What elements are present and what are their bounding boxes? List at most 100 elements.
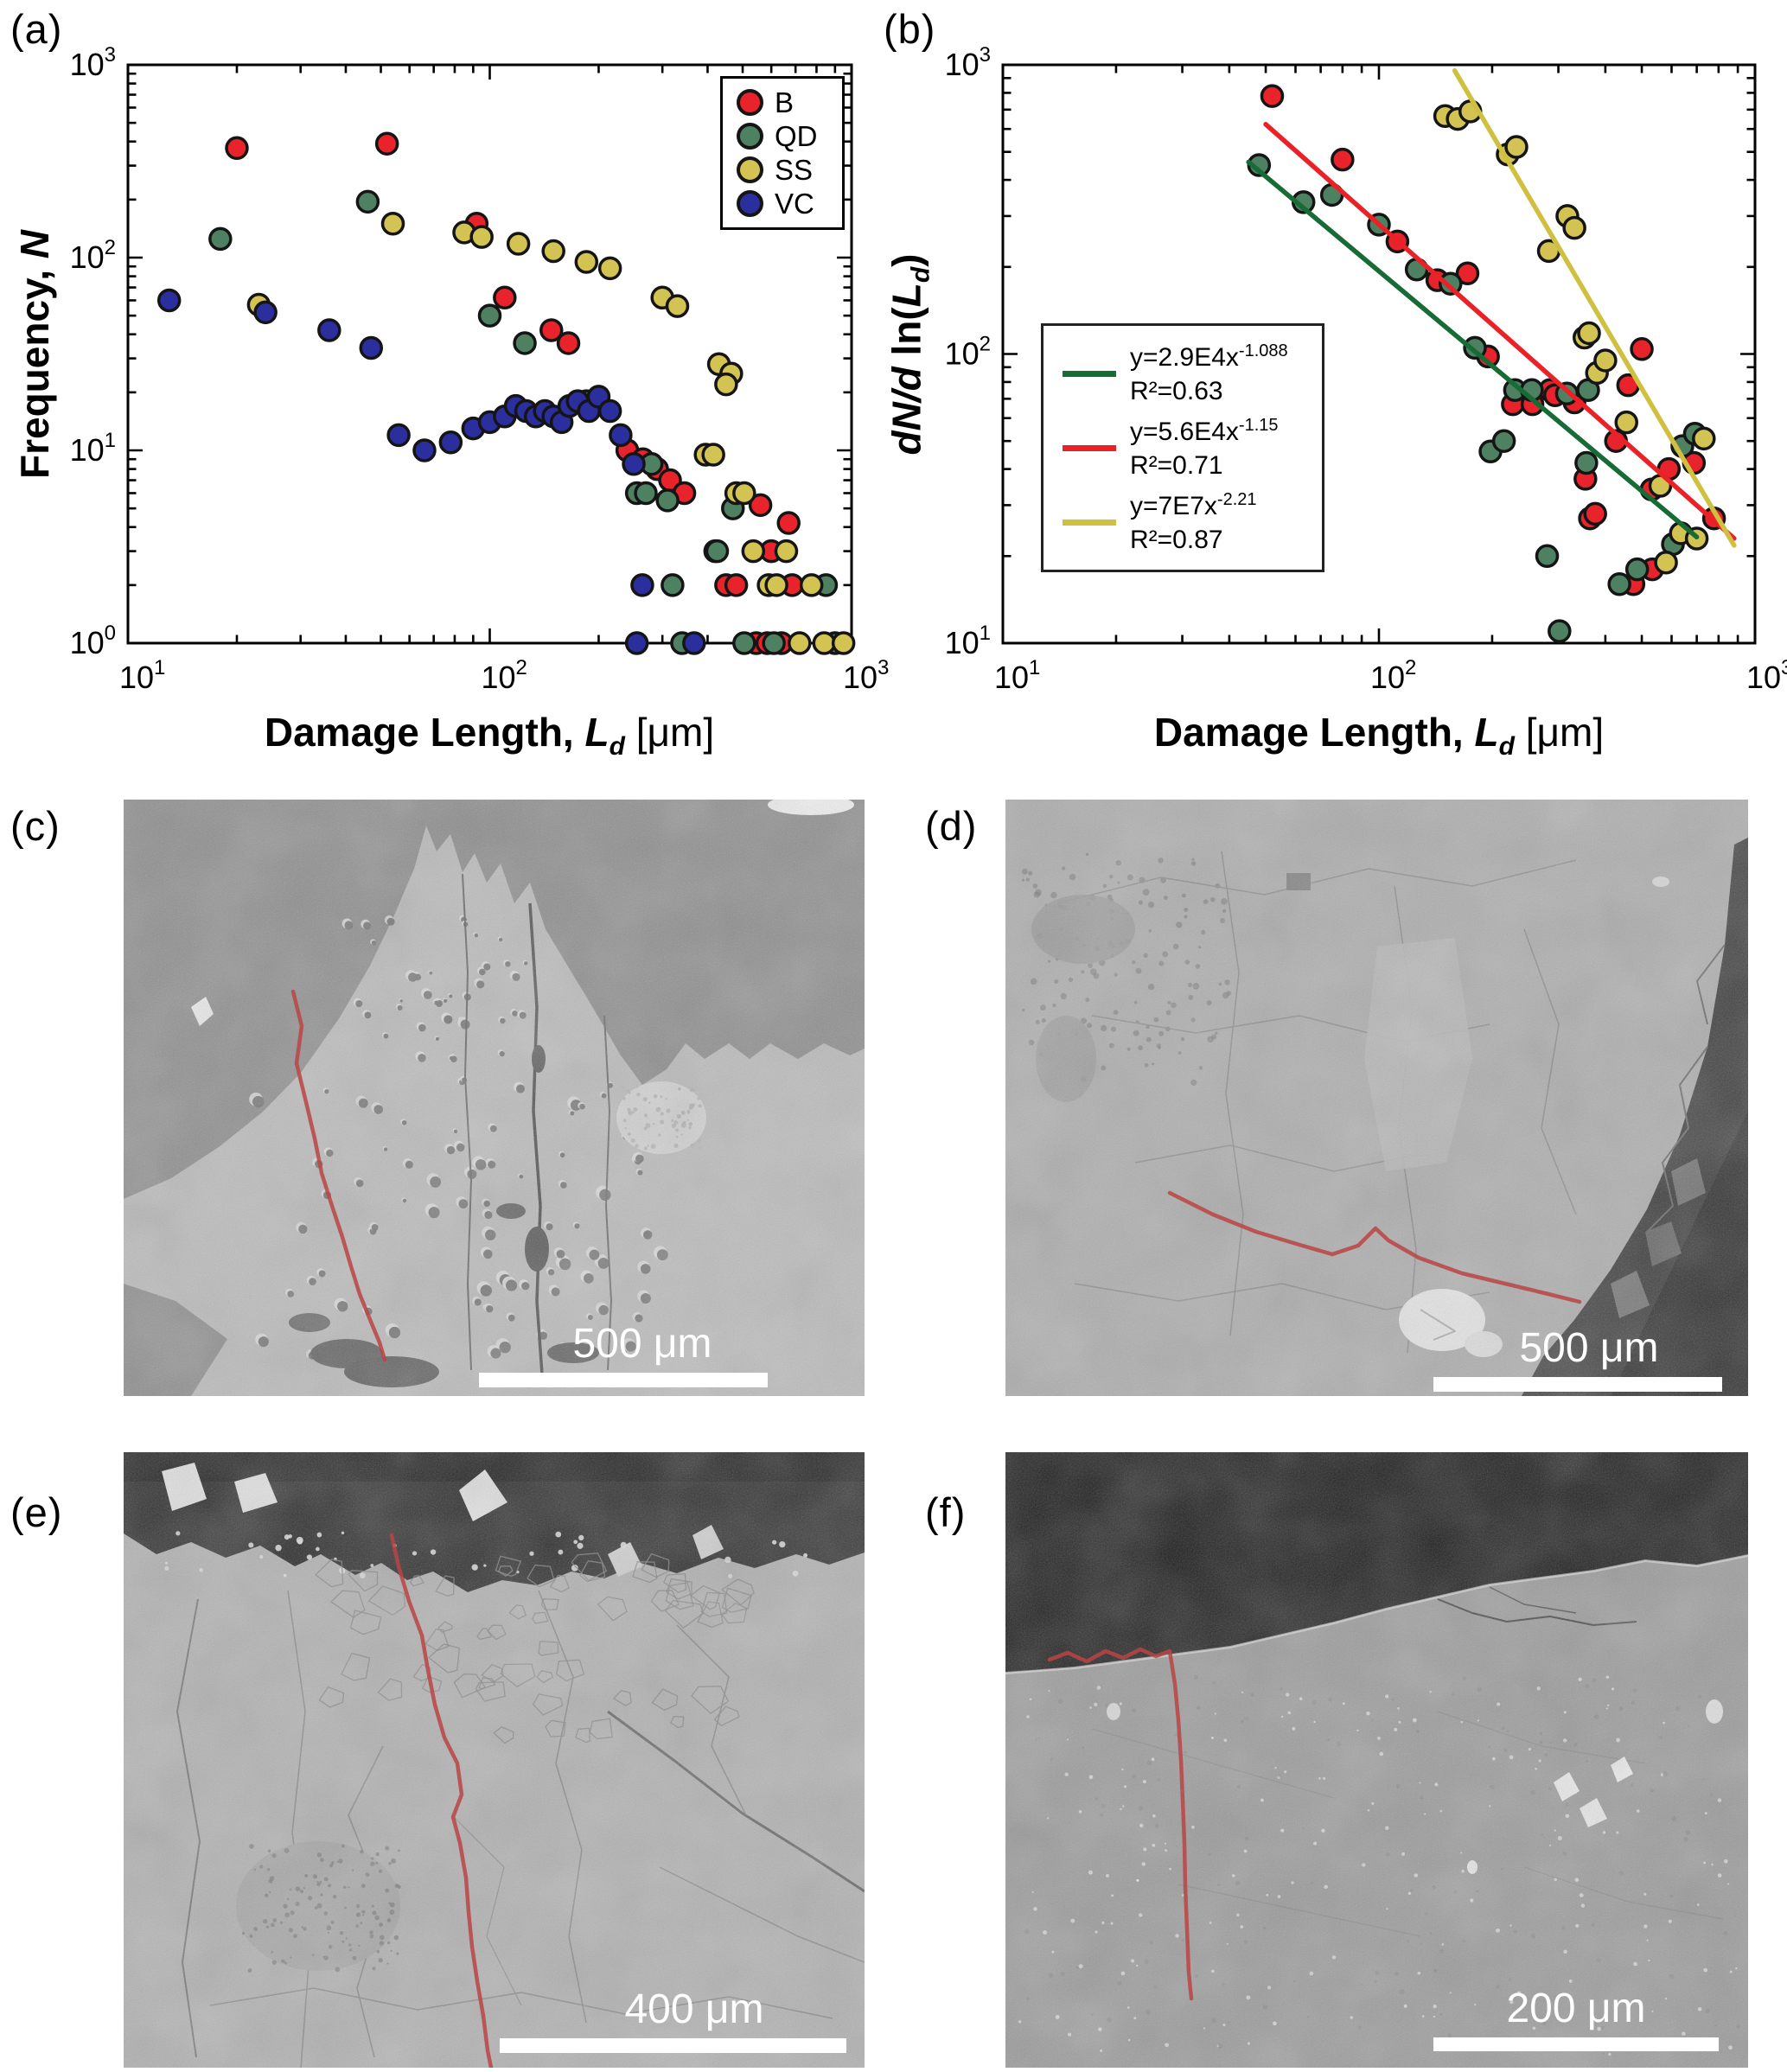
scatter-point — [506, 232, 531, 256]
scatter-point — [701, 443, 725, 467]
scatter-point — [355, 189, 380, 214]
highlighted-crack-trace — [1047, 1647, 1194, 2001]
legend-marker-SS — [737, 156, 763, 183]
scatter-point — [1455, 261, 1480, 286]
scatter-point — [1630, 337, 1654, 361]
scatter-point — [732, 481, 756, 506]
panel-label-b: (b) — [884, 6, 936, 52]
panel-label-a: (a) — [10, 6, 63, 52]
legend-label-SS: SS — [775, 153, 814, 186]
scatter-point — [412, 438, 437, 462]
x-tick-label: 102 — [482, 656, 527, 695]
x-tick-label: 101 — [119, 656, 165, 695]
sem-image-d — [1005, 800, 1748, 1396]
fit-line-swatch-yellow — [1063, 519, 1116, 526]
scatter-point — [1624, 557, 1650, 582]
scatter-point — [1574, 450, 1599, 475]
x-tick-label: 103 — [843, 656, 889, 695]
scatter-point — [156, 288, 182, 313]
scatter-point — [1491, 429, 1516, 453]
sem-noise — [124, 800, 865, 1396]
scatter-point — [493, 285, 517, 310]
highlighted-crack-trace — [290, 989, 387, 1362]
series-VC — [156, 288, 706, 655]
scatter-point — [634, 481, 658, 506]
scatter-point — [609, 423, 633, 448]
fit-line-line_red — [1263, 122, 1737, 541]
scatter-point — [208, 226, 233, 252]
legend-marker-QD — [737, 123, 763, 150]
y-axis-title-a: Frequency, N — [12, 229, 57, 480]
scatter-point — [624, 631, 649, 655]
series-SS — [246, 211, 856, 655]
legend-label-QD: QD — [775, 119, 818, 152]
x-axis-title-b: Damage Length, Ld [μm] — [1153, 710, 1605, 762]
x-tick-label: 103 — [1746, 656, 1787, 695]
sem-image-e — [124, 1452, 865, 2068]
scatter-point — [1577, 321, 1601, 346]
y-tick-label: 103 — [945, 43, 991, 82]
legend-b: y=2.9E4x-1.088 R²=0.63 y=5.6E4x-1.15 R²=… — [1041, 323, 1324, 572]
scatter-point — [1562, 215, 1586, 240]
y-tick-label: 101 — [70, 429, 116, 468]
sem-noise — [124, 1452, 865, 2068]
panel-label-e: (e) — [10, 1489, 63, 1535]
scale-bar-label-c: 500 μm — [572, 1321, 712, 1367]
scale-bar — [479, 1373, 768, 1387]
scale-bar-label-d: 500 μm — [1519, 1325, 1659, 1371]
scatter-point — [513, 331, 537, 355]
scatter-point — [630, 573, 654, 597]
fit-eq-yellow: y=7E7x-2.21 R²=0.87 — [1130, 489, 1257, 554]
chart-b: 101 102 103 101 102 103 — [945, 43, 1787, 695]
scatter-point — [799, 573, 824, 597]
scatter-point — [622, 451, 646, 476]
scatter-point — [714, 372, 738, 397]
scatter-point — [1692, 426, 1716, 451]
scatter-point — [225, 136, 249, 161]
scatter-point — [764, 573, 788, 597]
legend-b-item-red: y=5.6E4x-1.15 R²=0.71 — [1043, 414, 1322, 482]
legend-a-item-SS: SS — [737, 154, 839, 187]
legend-a-item-VC: VC — [737, 188, 839, 220]
y-tick-label: 103 — [70, 43, 116, 82]
scatter-point — [1614, 410, 1638, 435]
y-axis-title-b: dN/d ln(Ld) — [884, 253, 935, 456]
legend-marker-VC — [737, 190, 763, 217]
scatter-point — [1260, 84, 1285, 108]
scatter-point — [682, 631, 706, 655]
fit-line-line_green — [1246, 159, 1700, 540]
scatter-point — [386, 423, 411, 448]
scatter-point — [1439, 271, 1463, 296]
highlighted-crack-trace — [389, 1533, 494, 2068]
scatter-point — [477, 303, 502, 328]
y-tick-label: 102 — [70, 236, 116, 275]
axis-ticks — [1001, 63, 1757, 645]
scatter-point — [776, 511, 801, 535]
scatter-point — [359, 335, 384, 360]
scatter-point — [1548, 619, 1572, 643]
y-tick-label: 102 — [945, 333, 991, 372]
scatter-point — [253, 300, 278, 325]
scatter-point — [1607, 571, 1631, 596]
scatter-point — [597, 398, 622, 424]
scatter-point — [556, 331, 581, 355]
scatter-point — [732, 631, 756, 655]
fit-line-line_yellow — [1452, 67, 1737, 548]
scatter-point — [748, 493, 773, 518]
sem-noise — [1005, 800, 1748, 1396]
scatter-point — [831, 631, 856, 655]
scatter-point — [724, 573, 749, 597]
scatter-point — [539, 318, 564, 342]
scatter-point — [774, 539, 799, 564]
scatter-point — [655, 488, 680, 513]
legend-label-B: B — [775, 86, 795, 118]
scatter-point — [1331, 147, 1355, 172]
legend-marker-B — [737, 89, 763, 116]
scatter-point — [469, 225, 494, 249]
scatter-point — [597, 256, 622, 281]
scale-bar — [500, 2038, 846, 2053]
scale-bar — [1433, 2037, 1719, 2051]
fit-line-swatch-red — [1063, 444, 1116, 451]
